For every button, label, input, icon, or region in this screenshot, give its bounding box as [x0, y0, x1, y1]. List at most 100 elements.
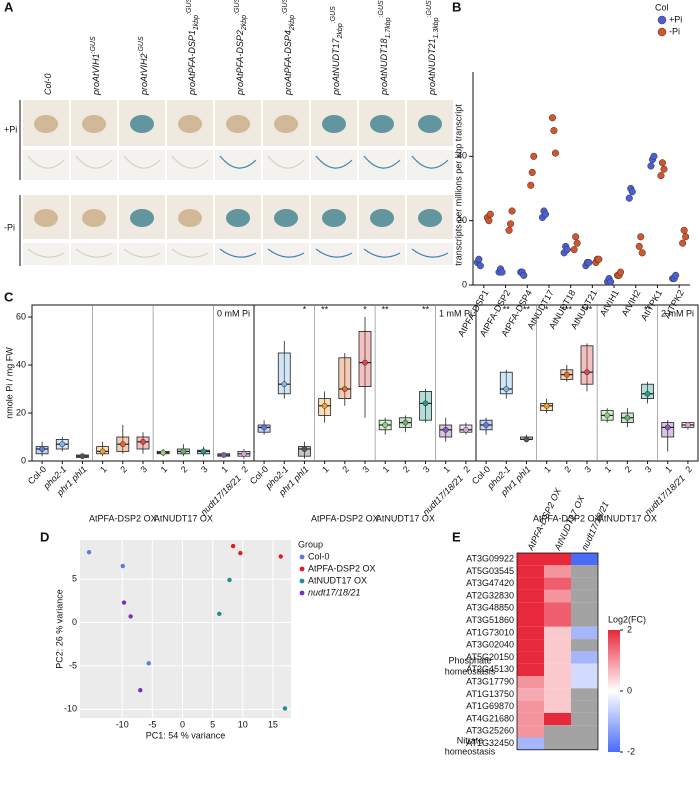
label-main: proAtPFA-DSP4	[283, 30, 293, 96]
panel-label: D	[40, 529, 49, 544]
median-dot	[261, 424, 267, 431]
box	[358, 330, 372, 387]
y-tick-label: 5	[72, 573, 77, 583]
dot	[563, 246, 571, 254]
label-sup: :GUS	[234, 0, 241, 15]
na-cell	[571, 577, 598, 590]
legend-label: AtNUDT17 OX	[308, 575, 367, 585]
seedling	[418, 209, 442, 227]
dot	[528, 168, 536, 176]
cell	[571, 626, 598, 640]
row-label: +Pi	[4, 124, 17, 134]
point	[278, 554, 283, 559]
dot	[505, 226, 513, 234]
dot	[572, 233, 580, 241]
significance: **	[523, 304, 531, 314]
median-dot	[200, 448, 207, 455]
colorbar-label: Log2(FC)	[608, 614, 646, 624]
median-dot	[79, 453, 86, 460]
seedling	[274, 115, 298, 133]
dot	[635, 242, 643, 250]
root	[267, 155, 305, 169]
label-main: Col-0	[43, 73, 53, 95]
dot	[573, 239, 581, 247]
y-tick-label: -5	[69, 660, 77, 670]
dot	[672, 271, 680, 279]
root	[75, 155, 113, 169]
photo	[215, 150, 261, 180]
dot	[551, 149, 560, 157]
label-sup: :GUS	[138, 36, 145, 53]
group-label: AtNUDT17 OX	[376, 513, 435, 523]
median-dot	[402, 419, 409, 426]
label-main: proAtNUDT17	[331, 37, 341, 96]
root	[363, 248, 401, 258]
cell	[571, 676, 598, 689]
colorbar	[608, 630, 620, 752]
photo	[71, 150, 117, 180]
seedling	[370, 209, 394, 227]
row-label: AT3G09922	[466, 554, 514, 564]
label-sup: :GUS	[330, 6, 337, 23]
dot	[680, 226, 688, 234]
median-dot	[584, 369, 590, 376]
median-dot	[362, 359, 368, 366]
y-axis-label: PC2: 26 % variance	[54, 589, 64, 669]
label-sub: 2kbp	[289, 15, 296, 31]
root	[411, 155, 449, 169]
row-label: AT3G25260	[466, 726, 514, 736]
cell	[544, 651, 571, 664]
x-tick-label: 2	[118, 464, 129, 475]
row-label: AT3G17790	[466, 677, 514, 687]
legend-label: +Pi	[669, 14, 682, 24]
x-tick-label: 2	[623, 464, 634, 475]
cell	[544, 589, 571, 603]
legend-title: Group	[298, 539, 323, 549]
seedling	[34, 209, 58, 227]
seedling	[370, 115, 394, 133]
group-label: AtNUDT17 OX	[154, 513, 213, 523]
dot	[508, 207, 516, 215]
point	[138, 688, 143, 693]
legend-swatch	[299, 590, 305, 596]
subpanel-title: 2 mM Pi	[661, 308, 694, 318]
label-main: proAtVIH2	[139, 53, 149, 96]
dot	[541, 210, 550, 218]
median-dot	[281, 381, 288, 388]
median-dot	[301, 446, 308, 452]
na-cell	[571, 688, 598, 701]
column-label: proAtNUDT211.3kbp:GUS	[426, 0, 440, 96]
cell	[544, 663, 571, 676]
x-tick-label: 1	[542, 464, 553, 475]
y-tick-label: -10	[64, 704, 77, 714]
x-tick-label: 5	[210, 719, 215, 729]
median-dot	[543, 402, 550, 409]
root	[219, 248, 257, 258]
x-tick-label: 2	[562, 464, 573, 475]
dot	[638, 249, 646, 257]
y-tick-label: 60	[16, 311, 26, 321]
point	[121, 600, 127, 605]
cell	[544, 688, 571, 701]
na-cell	[571, 602, 598, 615]
dot	[637, 233, 645, 241]
significance: ***	[562, 304, 573, 314]
group-label: AtPFA-DSP2 OX	[89, 513, 157, 523]
group-label: AtNUDT17 OX	[598, 513, 657, 523]
dot	[660, 165, 668, 173]
label-main: proAtNUDT21	[427, 38, 437, 96]
column-label: proAtNUDT172kbp:GUS	[330, 6, 344, 96]
dot	[585, 258, 593, 267]
median-dot	[442, 426, 449, 433]
photo	[71, 243, 117, 265]
label-main: proAtVIH1	[91, 53, 101, 96]
na-cell	[571, 614, 598, 627]
point	[217, 611, 222, 617]
median-dot	[644, 390, 651, 397]
row-label: AT5G03545	[466, 566, 514, 576]
significance: **	[503, 304, 511, 314]
seedling	[178, 115, 202, 133]
x-tick-label: 1	[320, 464, 331, 475]
cell	[517, 663, 544, 676]
